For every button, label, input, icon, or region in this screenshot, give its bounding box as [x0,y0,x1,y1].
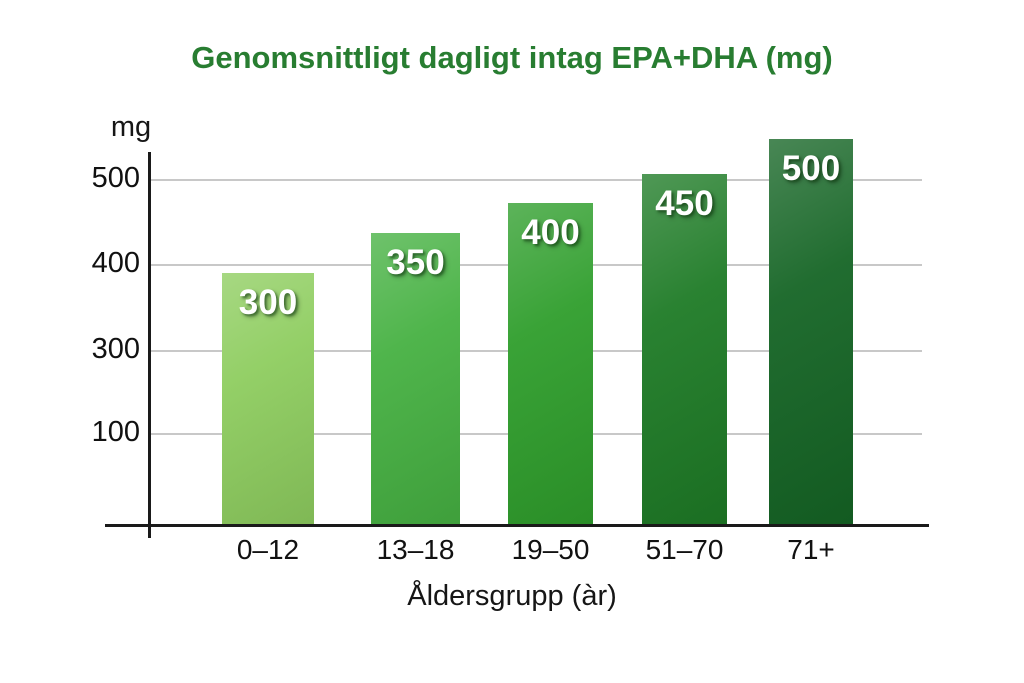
y-axis-unit-label: mg [110,111,152,143]
bar-0–12: 300 [222,273,314,524]
x-tick-label: 71+ [787,534,835,565]
chart-title: Genomsnittligt dagligt intag EPA+DHA (mg… [191,40,833,75]
gridline [148,179,922,181]
bar-value-label: 400 [521,213,580,252]
bar-value-label: 450 [655,184,714,223]
y-tick-label: 400 [91,247,140,279]
bar-71+: 500 [769,139,853,524]
y-axis-line [148,152,151,538]
bar-13–18: 350 [371,233,460,524]
bar-value-label: 350 [386,243,445,282]
y-tick-label: 100 [91,416,140,448]
x-tick-label: 13–18 [376,534,455,565]
y-tick-label: 300 [91,333,140,365]
x-tick-label: 19–50 [511,534,590,565]
bar-value-label: 300 [238,283,298,322]
bar-value-label: 500 [781,149,841,188]
bar-19–50: 400 [508,203,593,524]
x-tick-label: 51–70 [645,534,724,565]
y-tick-label: 500 [91,162,140,194]
x-tick-label: 0–12 [236,534,300,565]
x-axis-line [105,524,929,527]
bar-51–70: 450 [642,174,727,524]
x-axis-title: Åldersgrupp (àr) [407,580,617,612]
